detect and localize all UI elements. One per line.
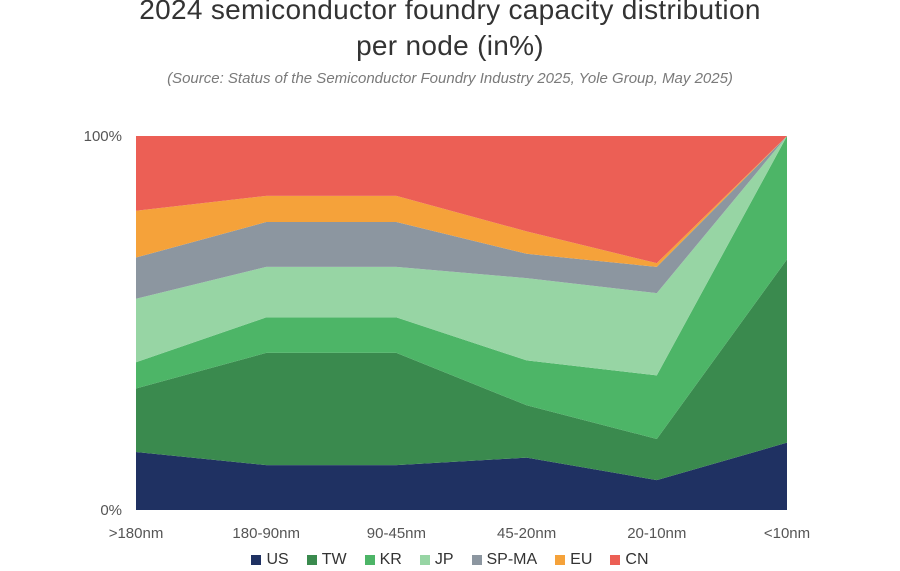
legend-label: CN bbox=[625, 551, 649, 568]
area-series-us bbox=[136, 442, 787, 510]
x-tick-label: <10nm bbox=[764, 525, 810, 542]
x-tick-label: 45-20nm bbox=[497, 525, 556, 542]
legend-label: EU bbox=[570, 551, 593, 568]
legend-swatch bbox=[610, 555, 621, 565]
legend-item-cn: CN bbox=[610, 551, 649, 569]
legend-item-eu: EU bbox=[555, 551, 592, 569]
legend-label: TW bbox=[321, 551, 347, 568]
legend-swatch bbox=[471, 555, 482, 565]
chart-title-line1: 2024 semiconductor foundry capacity dist… bbox=[139, 0, 761, 25]
chart-title-line2: per node (in%) bbox=[356, 30, 544, 61]
legend-swatch bbox=[419, 555, 430, 565]
x-tick-label: 90-45nm bbox=[367, 525, 426, 542]
area-series-sp-ma bbox=[136, 136, 787, 299]
area-series-tw bbox=[136, 259, 787, 481]
x-tick-label: 180-90nm bbox=[232, 525, 300, 542]
legend-item-tw: TW bbox=[306, 551, 347, 569]
y-tick-label: 100% bbox=[84, 128, 122, 145]
legend-swatch bbox=[555, 555, 566, 565]
chart-legend: US TW KR JP SP-MA EU CN bbox=[0, 551, 900, 569]
area-series-cn bbox=[136, 136, 787, 264]
legend-item-kr: KR bbox=[364, 551, 402, 569]
x-tick-label: 20-10nm bbox=[627, 525, 686, 542]
chart-subtitle: (Source: Status of the Semiconductor Fou… bbox=[167, 70, 733, 87]
legend-swatch bbox=[364, 555, 375, 565]
area-series-jp bbox=[136, 136, 787, 376]
legend-label: KR bbox=[379, 551, 402, 568]
legend-label: SP-MA bbox=[486, 551, 538, 568]
legend-item-sp-ma: SP-MA bbox=[471, 551, 538, 569]
area-series-eu bbox=[136, 136, 787, 267]
legend-item-us: US bbox=[251, 551, 289, 569]
legend-label: US bbox=[266, 551, 289, 568]
legend-swatch bbox=[251, 555, 262, 565]
area-series-kr bbox=[136, 136, 787, 439]
legend-item-jp: JP bbox=[419, 551, 454, 569]
x-tick-label: >180nm bbox=[109, 525, 164, 542]
y-tick-label: 0% bbox=[100, 502, 122, 519]
legend-swatch bbox=[306, 555, 317, 565]
legend-label: JP bbox=[434, 551, 454, 568]
